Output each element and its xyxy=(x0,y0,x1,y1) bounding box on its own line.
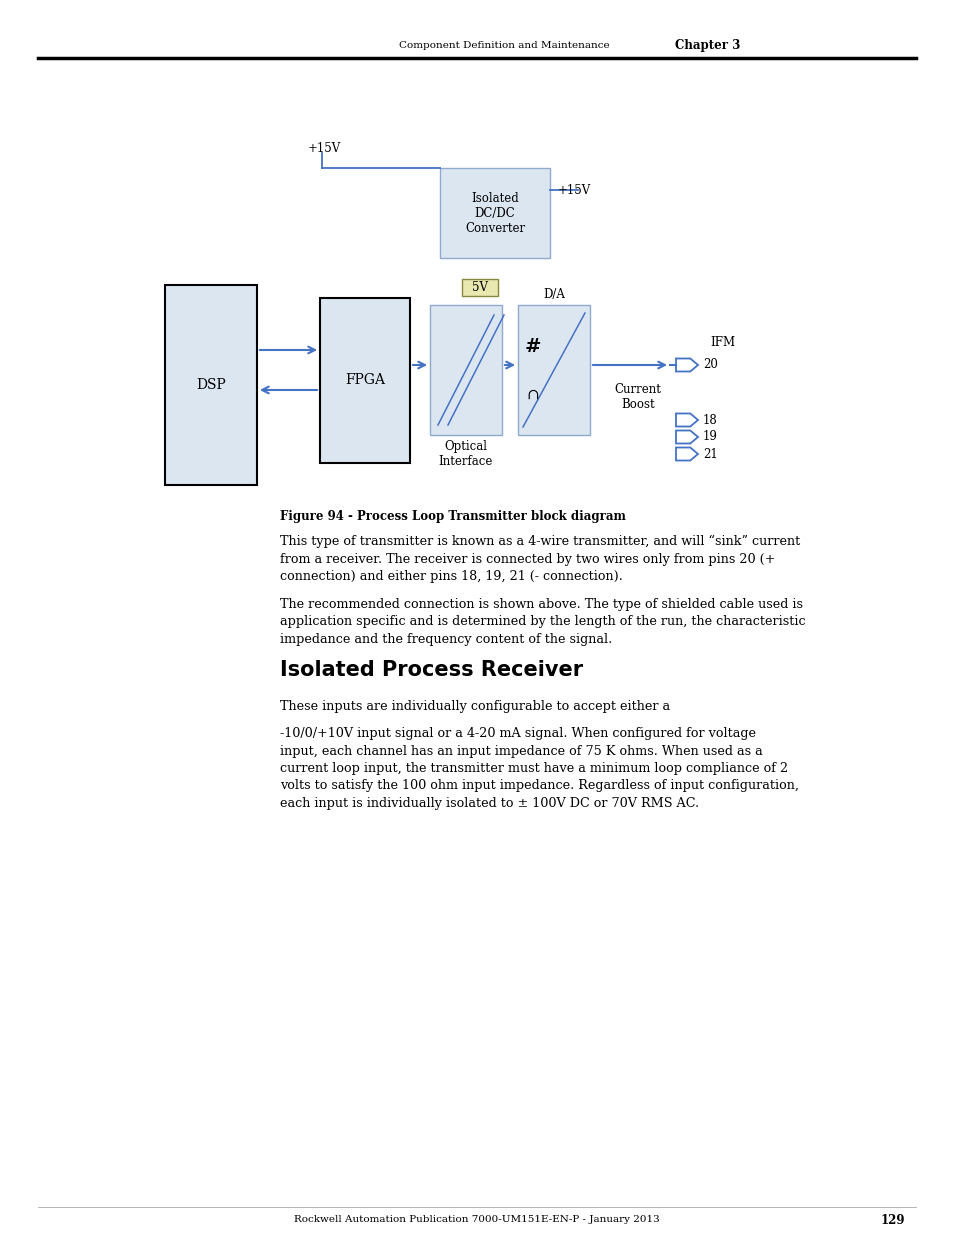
Text: 20: 20 xyxy=(702,358,717,372)
Text: 129: 129 xyxy=(880,1214,904,1226)
Text: Optical
Interface: Optical Interface xyxy=(438,440,493,468)
Text: Rockwell Automation Publication 7000-UM151E-EN-P - January 2013: Rockwell Automation Publication 7000-UM1… xyxy=(294,1215,659,1224)
Bar xyxy=(439,168,550,258)
Bar xyxy=(461,279,497,296)
Text: DSP: DSP xyxy=(196,378,226,391)
Text: Isolated Process Receiver: Isolated Process Receiver xyxy=(280,659,582,680)
Text: ∩: ∩ xyxy=(526,388,538,403)
Text: +15V: +15V xyxy=(308,142,341,154)
Bar xyxy=(319,298,410,463)
Bar xyxy=(165,285,256,485)
Text: Current
Boost: Current Boost xyxy=(614,383,660,411)
Text: 18: 18 xyxy=(702,414,717,426)
Text: This type of transmitter is known as a 4-wire transmitter, and will “sink” curre: This type of transmitter is known as a 4… xyxy=(280,535,800,583)
Text: -10/0/+10V input signal or a 4-20 mA signal. When configured for voltage
input, : -10/0/+10V input signal or a 4-20 mA sig… xyxy=(280,727,799,810)
Text: +15V: +15V xyxy=(558,184,591,196)
Text: 5V: 5V xyxy=(472,282,488,294)
Text: Figure 94 - Process Loop Transmitter block diagram: Figure 94 - Process Loop Transmitter blo… xyxy=(280,510,625,522)
Bar xyxy=(517,305,589,435)
Text: Component Definition and Maintenance: Component Definition and Maintenance xyxy=(399,42,609,51)
Text: Chapter 3: Chapter 3 xyxy=(675,40,740,53)
Text: D/A: D/A xyxy=(542,288,564,301)
Text: Isolated
DC/DC
Converter: Isolated DC/DC Converter xyxy=(464,191,524,235)
Text: IFM: IFM xyxy=(709,336,735,350)
Bar xyxy=(430,305,501,435)
Text: 19: 19 xyxy=(702,431,717,443)
Text: The recommended connection is shown above. The type of shielded cable used is
ap: The recommended connection is shown abov… xyxy=(280,598,804,646)
Text: #: # xyxy=(524,338,540,356)
Text: FPGA: FPGA xyxy=(345,373,385,388)
Text: These inputs are individually configurable to accept either a: These inputs are individually configurab… xyxy=(280,700,669,713)
Text: 21: 21 xyxy=(702,447,717,461)
